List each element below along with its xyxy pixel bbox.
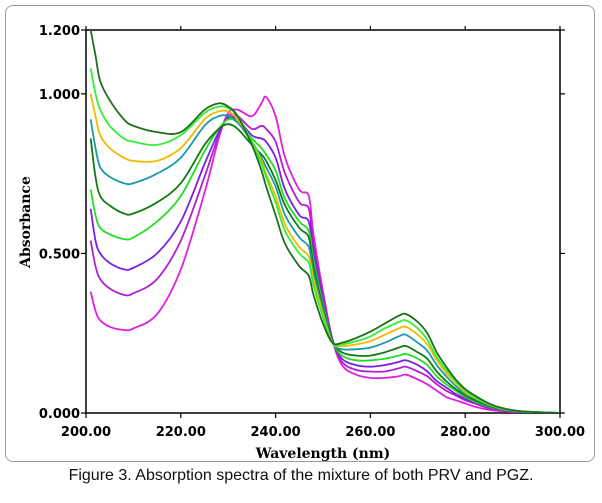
figure-caption: Figure 3. Absorption spectra of the mixt…: [68, 467, 534, 484]
x-tick-label: 300.00: [535, 425, 585, 440]
spectrum-line-7: [89, 93, 560, 413]
spectrum-line-2: [89, 113, 560, 413]
y-tick-label: 0.500: [39, 247, 80, 262]
spectrum-line-1: [89, 95, 560, 413]
spectrum-line-3: [89, 115, 560, 413]
y-tick-label: 1.000: [39, 88, 80, 103]
spectrum-line-4: [89, 118, 560, 413]
x-tick-label: 200.00: [61, 425, 111, 440]
spectrum-line-9: [89, 30, 560, 413]
tick-labels: 200.00 220.00 240.00 260.00 280.00 300.00 0.00…: [39, 24, 585, 440]
x-axis-title: Wavelength (nm): [255, 446, 391, 462]
x-tick-label: 260.00: [345, 425, 395, 440]
series-lines: [89, 30, 560, 413]
absorption-chart: 200.00 220.00 240.00 260.00 280.00 300.00 0.00…: [18, 24, 585, 462]
x-tick-label: 220.00: [156, 425, 206, 440]
spectrum-line-8: [89, 68, 560, 413]
plot-border: [85, 29, 561, 414]
chart-frame: [5, 5, 595, 462]
x-tick-label: 280.00: [440, 425, 490, 440]
axes: [81, 26, 565, 418]
spectrum-line-5: [89, 123, 560, 413]
x-tick-label: 240.00: [251, 425, 301, 440]
y-tick-label: 0.000: [39, 407, 80, 422]
y-tick-label: 1.200: [39, 24, 80, 39]
y-axis-title: Absorbance: [18, 176, 34, 269]
spectrum-line-6: [89, 114, 560, 413]
